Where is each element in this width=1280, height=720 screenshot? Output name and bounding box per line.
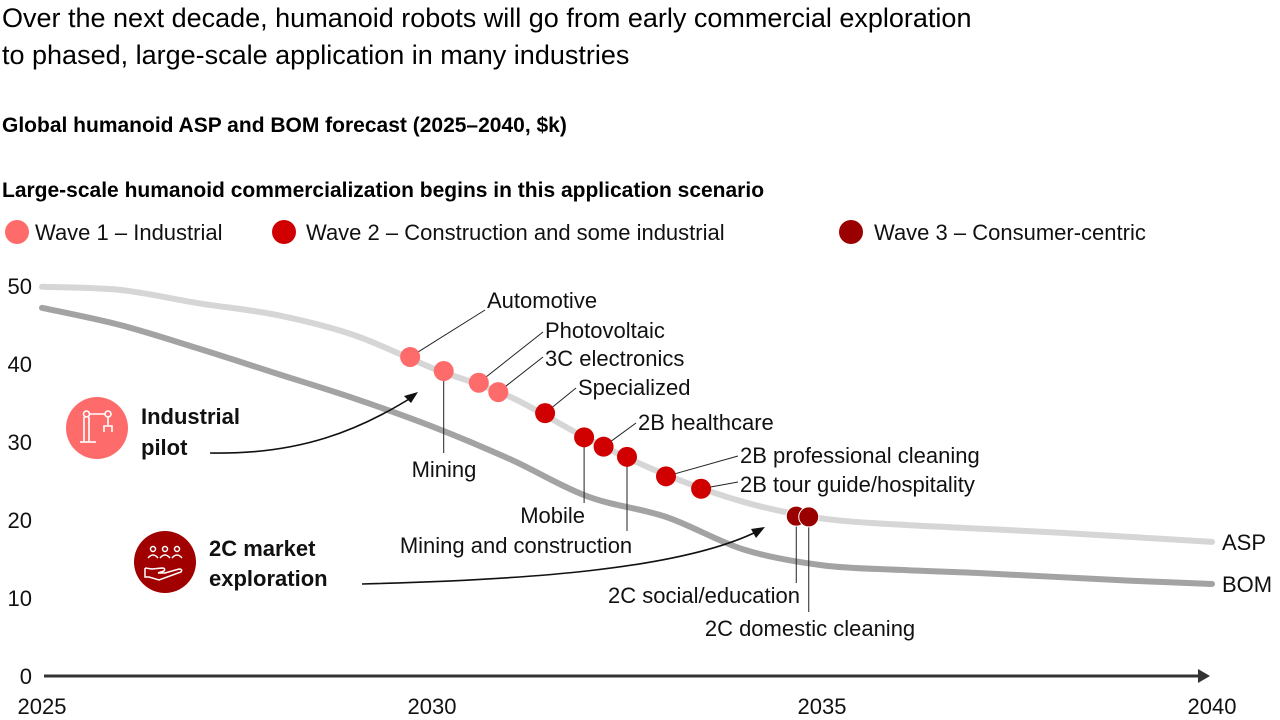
legend: Wave 1 – Industrial Wave 2 – Constructio… xyxy=(5,220,1146,245)
scenario-point xyxy=(617,446,637,467)
series-label-asp: ASP xyxy=(1222,530,1266,555)
x-axis-ticks: 2025 2030 2035 2040 xyxy=(18,694,1237,719)
legend-heading: Large-scale humanoid commercialization b… xyxy=(2,179,764,202)
people-hand-glyph xyxy=(144,545,183,581)
arrowhead-icon xyxy=(404,392,418,403)
scenario-point xyxy=(574,427,595,448)
people-hand-icon xyxy=(134,531,196,593)
y-tick-label: 40 xyxy=(8,352,32,377)
leader-line xyxy=(478,331,544,384)
phase-label-line-2: exploration xyxy=(209,566,328,591)
title-line-1: Over the next decade, humanoid robots wi… xyxy=(2,3,971,33)
scenario-points xyxy=(400,346,820,528)
x-tick-label: 2030 xyxy=(408,694,457,719)
scenario-label: Automotive xyxy=(487,288,597,313)
phase-label-line-1: 2C market xyxy=(209,536,316,561)
x-tick-label: 2025 xyxy=(18,694,67,719)
legend-marker-wave-1 xyxy=(5,220,29,244)
phase-industrial-pilot: Industrial pilot xyxy=(66,392,418,460)
scenario-point xyxy=(400,346,421,367)
legend-marker-wave-3 xyxy=(839,220,863,244)
scenario-label: Specialized xyxy=(578,375,691,400)
leader-lines xyxy=(409,309,810,612)
y-tick-label: 10 xyxy=(8,586,32,611)
arrow-industrial-pilot xyxy=(209,395,415,454)
arrow-2c-market xyxy=(361,530,759,585)
title-line-2: to phased, large-scale application in ma… xyxy=(2,40,629,70)
y-axis-ticks: 0 10 20 30 40 50 xyxy=(8,274,32,689)
legend-label-wave-3: Wave 3 – Consumer-centric xyxy=(874,220,1146,245)
series-label-bom: BOM xyxy=(1222,572,1272,597)
y-tick-label: 30 xyxy=(8,430,32,455)
y-tick-label: 20 xyxy=(8,508,32,533)
scenario-label: 2B healthcare xyxy=(638,410,774,435)
series-line-bom xyxy=(39,304,1215,587)
scenario-label: Mining and construction xyxy=(400,533,632,558)
phase-label-line-1: Industrial xyxy=(141,404,240,429)
x-axis-arrow-icon xyxy=(1198,669,1210,683)
robot-arm-glyph xyxy=(80,410,113,443)
x-tick-label: 2040 xyxy=(1188,694,1237,719)
scenario-point xyxy=(691,478,712,499)
scenario-point xyxy=(798,506,820,528)
scenario-point xyxy=(535,403,556,424)
leader-line xyxy=(665,455,739,477)
scenario-label: Mobile xyxy=(520,503,585,528)
scenario-point xyxy=(593,436,614,457)
scenario-labels: Automotive Mining Photovoltaic 3C electroni… xyxy=(400,288,980,641)
scenario-label: 2B tour guide/hospitality xyxy=(740,472,975,497)
y-tick-label: 0 xyxy=(20,664,32,689)
x-tick-label: 2035 xyxy=(798,694,847,719)
scenario-point xyxy=(433,361,454,382)
chart-subtitle: Global humanoid ASP and BOM forecast (20… xyxy=(2,114,567,137)
scenario-label: 3C electronics xyxy=(545,346,684,371)
scenario-label: 2C domestic cleaning xyxy=(705,616,915,641)
scenario-label: Mining xyxy=(412,457,477,482)
legend-label-wave-1: Wave 1 – Industrial xyxy=(35,220,223,245)
scenario-point xyxy=(468,372,489,393)
phase-label-line-2: pilot xyxy=(141,435,188,460)
legend-marker-wave-2 xyxy=(272,220,296,244)
scenario-point xyxy=(656,466,676,487)
y-tick-label: 50 xyxy=(8,274,32,299)
leader-line xyxy=(409,309,486,358)
scenario-label: 2C social/education xyxy=(608,583,800,608)
phase-2c-market-exploration: 2C market exploration xyxy=(134,527,765,593)
legend-label-wave-2: Wave 2 – Construction and some industria… xyxy=(306,220,725,245)
arrowhead-icon xyxy=(751,527,765,538)
scenario-label: 2B professional cleaning xyxy=(740,443,980,468)
robot-arm-icon xyxy=(66,397,128,459)
scenario-label: Photovoltaic xyxy=(545,318,665,343)
scenario-point xyxy=(488,382,509,403)
